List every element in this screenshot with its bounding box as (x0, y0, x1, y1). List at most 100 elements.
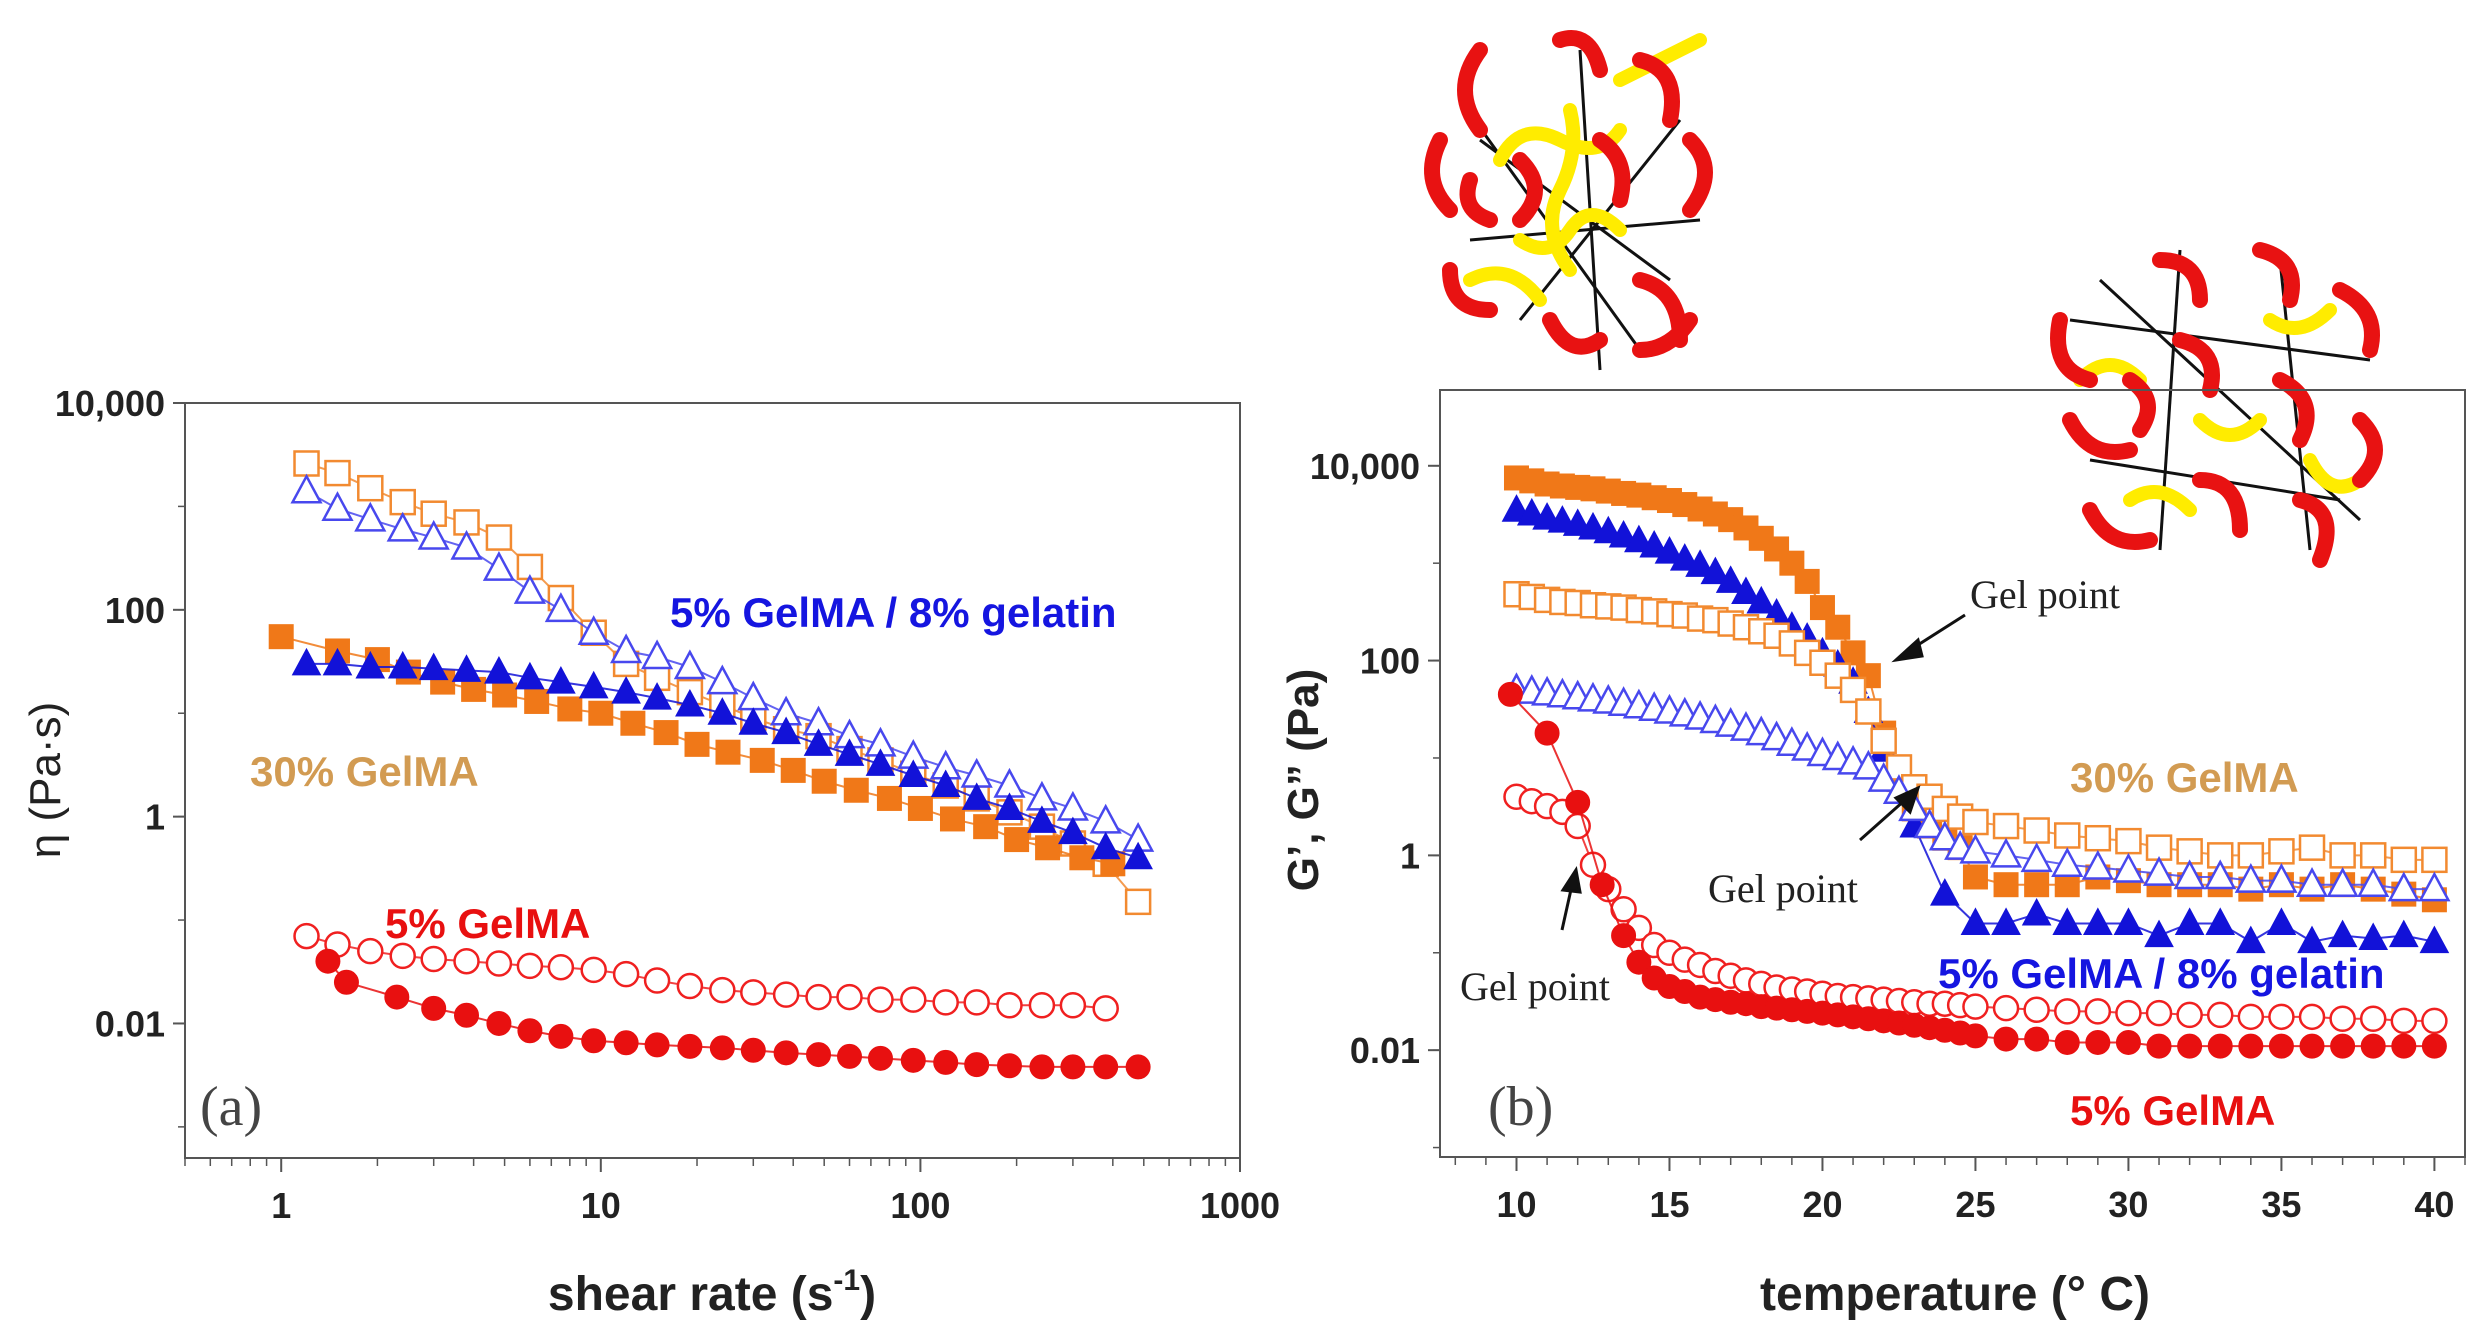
data-point (1089, 803, 1122, 834)
data-point (588, 700, 614, 726)
data-point (2237, 1003, 2265, 1031)
x-tick-label: 15 (1649, 1184, 1689, 1225)
data-point (771, 716, 801, 745)
data-point (454, 1002, 480, 1028)
data-point (578, 670, 609, 699)
data-point (963, 989, 990, 1016)
a-x-axis-label: shear rate (s-1) (548, 1264, 876, 1321)
data-point (772, 981, 800, 1008)
data-point (2204, 859, 2237, 890)
data-point (1913, 808, 1946, 839)
data-point (1685, 549, 1715, 577)
data-point (1962, 808, 1989, 836)
data-point (2268, 1033, 2294, 1059)
a-data-marks (268, 450, 1155, 1080)
data-point (1993, 872, 2019, 898)
y-tick-label: 1 (1400, 835, 1420, 876)
data-point (961, 782, 992, 810)
data-point (485, 524, 513, 551)
data-point (1004, 827, 1030, 853)
data-point (293, 450, 320, 477)
data-point (2390, 1007, 2418, 1035)
data-point (642, 682, 672, 710)
data-point (2021, 897, 2052, 926)
data-point (485, 950, 513, 977)
x-tick-label: 30 (2108, 1184, 2148, 1225)
data-point (421, 995, 447, 1021)
data-point (420, 945, 447, 973)
data-point (418, 652, 449, 681)
data-point (486, 1010, 512, 1036)
data-point (580, 956, 607, 984)
data-point (581, 1028, 607, 1054)
data-point (417, 519, 450, 550)
data-point (357, 474, 384, 502)
data-point (740, 979, 767, 1006)
data-point (1867, 761, 1900, 792)
data-point (773, 1040, 799, 1066)
x-tick-label: 10 (1496, 1184, 1536, 1225)
series-5-gelma-open (293, 922, 1119, 1022)
x-tick-label: 1 (271, 1185, 291, 1226)
data-point (482, 551, 516, 581)
data-point (939, 806, 965, 832)
y-tick-label: 0.01 (95, 1003, 165, 1044)
network-illustration-small (1424, 30, 1713, 371)
data-point (548, 1023, 574, 1049)
b-data-marks (1497, 465, 2451, 1059)
data-point (837, 1043, 863, 1069)
data-point (738, 707, 769, 735)
data-point (1093, 1054, 1119, 1080)
data-point (546, 666, 576, 694)
data-point (1993, 1026, 2019, 1052)
data-point (517, 1018, 543, 1044)
data-point (1123, 841, 1153, 870)
data-point (900, 986, 927, 1013)
data-point (867, 1045, 893, 1071)
data-point (933, 1049, 959, 1075)
data-point (1840, 640, 1866, 666)
data-point (357, 937, 384, 965)
data-point (612, 960, 640, 988)
data-point (1090, 831, 1121, 860)
panel-a: 1 10 100 1000 10,000 100 1 0.01 (a) 5% GelMA / … (21, 383, 1280, 1321)
data-point (1839, 676, 1867, 704)
data-point (2024, 872, 2050, 898)
b-x-axis-label: temperature (° C) (1760, 1268, 2150, 1321)
x-tick-label: 1000 (1200, 1185, 1280, 1226)
b-tick-labels: 10 15 20 25 30 35 40 10,000 100 1 0.01 (1310, 446, 2455, 1225)
data-point (1497, 681, 1523, 707)
data-point (2418, 871, 2451, 902)
data-point (1855, 698, 1882, 725)
data-point (516, 952, 544, 980)
data-point (836, 983, 863, 1011)
data-point (1028, 992, 1056, 1019)
data-point (387, 650, 418, 679)
data-point (2326, 867, 2359, 897)
data-point (996, 1053, 1022, 1079)
data-point (389, 942, 416, 970)
data-point (1059, 992, 1087, 1019)
data-point (640, 639, 674, 670)
series-5-gelma-filled (315, 948, 1151, 1080)
data-point (2146, 1033, 2172, 1059)
a-y-axis-label: η (Pa·s) (21, 702, 70, 858)
data-point (2115, 1029, 2141, 1055)
data-point (709, 976, 736, 1004)
x-tick-label: 100 (890, 1185, 950, 1226)
data-point (1589, 872, 1615, 898)
data-point (865, 748, 896, 776)
data-point (557, 696, 583, 722)
data-point (1029, 1054, 1055, 1080)
data-point (996, 992, 1023, 1019)
data-point (2421, 1033, 2447, 1059)
data-point (2235, 925, 2266, 954)
data-point (620, 710, 646, 736)
gel-point-label-2: Gel point (1708, 866, 1858, 911)
data-point (1669, 543, 1700, 571)
data-point (2177, 1033, 2203, 1059)
data-point (706, 664, 739, 695)
data-point (2268, 838, 2295, 865)
gel-point-label-3: Gel point (1460, 964, 1610, 1009)
